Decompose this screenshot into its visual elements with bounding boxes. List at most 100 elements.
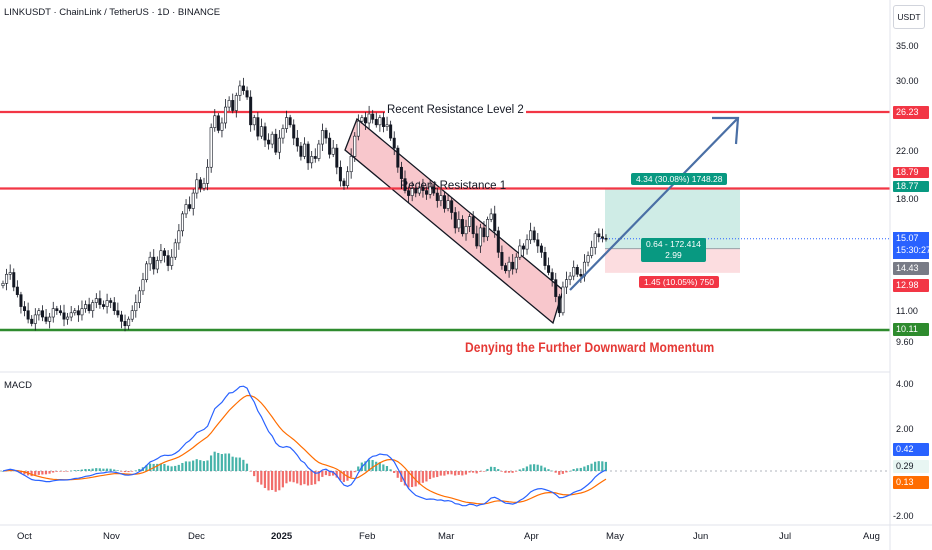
candle (102, 300, 106, 310)
candle-body (575, 266, 579, 275)
price-tick: 22.00 (896, 146, 919, 156)
candle (338, 160, 342, 187)
candle (15, 280, 19, 298)
candle (536, 233, 540, 253)
support-price-tag: 10.11 (893, 323, 929, 336)
candle (84, 300, 88, 313)
candle-body (51, 308, 55, 318)
candle (543, 246, 547, 270)
resistance-1-label[interactable]: Recent Resistance 1 (400, 180, 507, 192)
candle-body (277, 137, 281, 153)
histogram-bar (450, 471, 453, 475)
candle-body (385, 124, 389, 127)
histogram-bar (382, 464, 385, 471)
candle (597, 228, 601, 243)
candle-body (496, 230, 500, 253)
candle-body (76, 310, 80, 316)
histogram-bar (199, 460, 202, 471)
candle (51, 301, 55, 323)
candle-body (220, 122, 224, 131)
candle-body (521, 245, 525, 250)
candle-body (507, 261, 511, 272)
macd-line (2, 385, 607, 507)
stop-price-tag: 12.98 (893, 279, 929, 292)
candle-body (593, 233, 597, 248)
candle-body (381, 117, 385, 127)
resistance-2-label[interactable]: Recent Resistance Level 2 (385, 104, 526, 116)
histogram-bar (217, 452, 220, 471)
candle (58, 305, 62, 316)
candle (392, 131, 396, 156)
candle (80, 300, 84, 321)
candle (170, 249, 174, 270)
candle-body (500, 252, 504, 266)
histogram-bar (249, 471, 252, 472)
candle-body (177, 230, 181, 244)
histogram-bar (457, 471, 460, 475)
candle-body (252, 117, 256, 126)
histogram-bar (493, 467, 496, 471)
candle (180, 211, 184, 237)
candle (453, 207, 457, 234)
candle-body (310, 156, 314, 164)
histogram-bar (332, 471, 335, 476)
entry-stats-box: 0.64 - 172.414 2.99 (641, 238, 706, 262)
histogram-bar (436, 471, 439, 478)
candle-body (597, 233, 601, 238)
candle (565, 271, 569, 294)
histogram-bar (561, 471, 564, 474)
candle (281, 124, 285, 144)
histogram-bar (583, 466, 586, 471)
currency-selector[interactable]: USDT (893, 5, 925, 29)
histogram-bar (507, 471, 511, 473)
candle-body (432, 186, 436, 194)
candle-body (543, 252, 547, 266)
histogram-bar (504, 471, 507, 473)
candle (55, 305, 59, 315)
candle (525, 234, 529, 255)
candle (12, 268, 16, 292)
support-annotation[interactable]: Denying the Further Downward Momentum (465, 339, 715, 355)
entry-stats-line-2: 2.99 (665, 250, 682, 260)
candle-body (216, 115, 220, 131)
candle-body (529, 230, 533, 241)
candle (73, 307, 77, 316)
histogram-bar (260, 471, 263, 485)
histogram-bar (568, 470, 572, 472)
histogram-bar (19, 471, 22, 474)
candle-body (324, 130, 328, 139)
candle-body (572, 266, 576, 277)
resistance-1-price-tag: 18.77 (893, 181, 929, 192)
histogram-bar (281, 471, 284, 488)
histogram-bar (278, 471, 281, 491)
histogram-bar (511, 471, 514, 473)
histogram-bar (159, 463, 162, 471)
candle-body (579, 273, 583, 277)
target-price-tag: 18.79 (893, 167, 929, 178)
histogram-bar (55, 471, 58, 472)
time-axis-label: Aug (863, 531, 880, 542)
histogram-bar (328, 471, 331, 477)
macd-indicator-label[interactable]: MACD (4, 380, 32, 391)
candle-body (392, 137, 396, 149)
price-tick: 18.00 (896, 194, 919, 204)
histogram-bar (482, 471, 485, 472)
candle (547, 257, 551, 276)
candle (163, 247, 167, 263)
histogram-bar (134, 470, 137, 472)
candle (213, 109, 217, 132)
candle (460, 215, 464, 237)
candle (285, 110, 289, 133)
candle (119, 310, 123, 329)
candle (568, 271, 572, 286)
candle-body (417, 186, 421, 194)
candle-body (550, 272, 554, 280)
bar-countdown: 15:30:27 (896, 245, 932, 255)
histogram-bar (123, 471, 127, 473)
histogram-bar (227, 453, 231, 471)
histogram-bar (274, 471, 277, 492)
macd-panel (0, 385, 890, 507)
candle (299, 141, 303, 161)
candle (216, 113, 220, 134)
